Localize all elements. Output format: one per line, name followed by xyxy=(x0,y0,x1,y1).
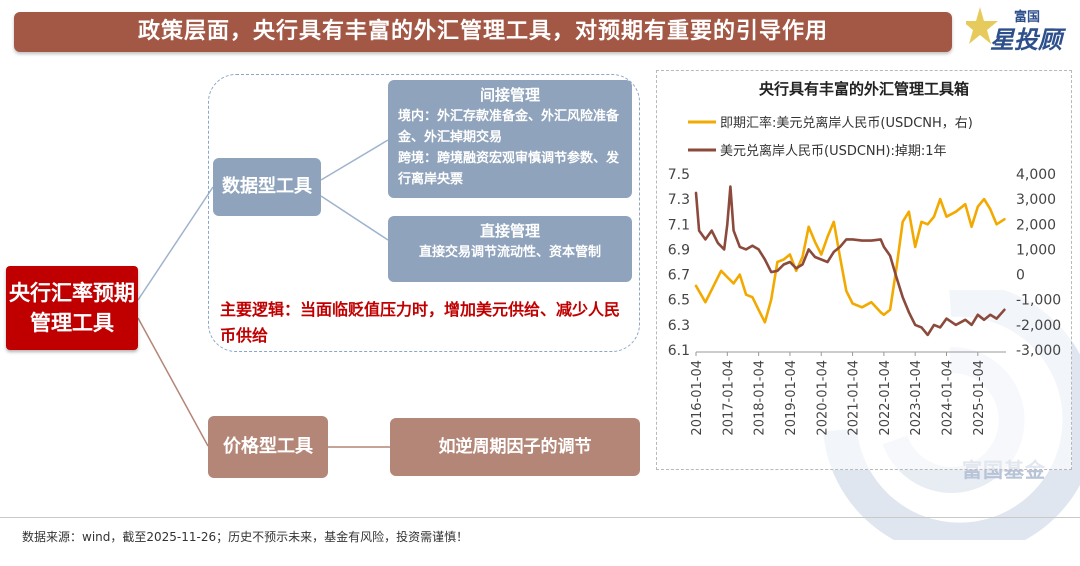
chart-frame xyxy=(656,70,1072,470)
data-tools-node: 数据型工具 xyxy=(213,158,321,216)
x-tick-label: 2021-01-04 xyxy=(847,360,862,436)
left-tick-label: 6.3 xyxy=(668,318,690,334)
x-tick-label: 2016-01-04 xyxy=(690,360,705,436)
right-tick-label: 1,000 xyxy=(1016,242,1056,258)
brand-star-icon xyxy=(966,7,998,44)
x-tick-label: 2022-01-04 xyxy=(878,360,893,436)
main-logic-text: 主要逻辑：当面临贬值压力时，增加美元供给、减少人民币供给 xyxy=(220,300,621,345)
footer-divider xyxy=(0,517,1080,518)
root-node: 央行汇率预期管理工具 xyxy=(6,266,138,350)
right-tick-label: 2,000 xyxy=(1016,217,1056,233)
footer-source: 数据来源：wind，截至2025-11-26；历史不预示未来，基金有风险，投资需… xyxy=(22,530,469,544)
x-tick-label: 2025-01-04 xyxy=(972,360,987,436)
left-tick-label: 7.1 xyxy=(668,217,690,233)
direct-line: 直接交易调节流动性、资本管制 xyxy=(418,245,601,260)
page-title: 政策层面，央行具有丰富的外汇管理工具，对预期有重要的引导作用 xyxy=(137,19,828,44)
left-tick-label: 7.5 xyxy=(668,167,690,183)
x-tick-label: 2020-01-04 xyxy=(815,360,830,436)
x-tick-label: 2017-01-04 xyxy=(721,360,736,436)
left-tick-label: 6.5 xyxy=(668,293,690,309)
indirect-line-cross-border: 跨境：跨境融资宏观审慎调节参数、发行离岸央票 xyxy=(398,151,620,187)
x-tick-label: 2018-01-04 xyxy=(753,360,768,436)
left-tick-label: 6.7 xyxy=(668,268,690,284)
right-tick-label: -3,000 xyxy=(1016,343,1061,359)
indirect-title: 间接管理 xyxy=(479,86,540,104)
left-tick-label: 6.9 xyxy=(668,242,690,258)
indirect-line-domestic: 境内：外汇存款准备金、外汇风险准备金、外汇掉期交易 xyxy=(398,109,620,145)
legend-label-2: 美元兑离岸人民币(USDCNH):掉期:1年 xyxy=(720,143,947,159)
direct-title: 直接管理 xyxy=(479,222,540,240)
left-tick-label: 6.1 xyxy=(668,343,690,359)
series-line-2 xyxy=(694,185,1006,337)
data-tools-group xyxy=(208,74,640,352)
brand-top-text: 富国 xyxy=(1014,10,1041,25)
chart-title: 央行具有丰富的外汇管理工具箱 xyxy=(759,80,969,98)
legend-label-1: 即期汇率:美元兑离岸人民币(USDCNH，右) xyxy=(720,115,973,131)
right-tick-label: 3,000 xyxy=(1016,192,1056,208)
price-tools-node: 价格型工具 xyxy=(208,416,328,478)
series-line-1 xyxy=(694,197,1006,324)
title-banner: 政策层面，央行具有丰富的外汇管理工具，对预期有重要的引导作用 xyxy=(14,12,952,52)
indirect-management-node: 间接管理 境内：外汇存款准备金、外汇风险准备金、外汇掉期交易 跨境：跨境融资宏观… xyxy=(388,80,632,198)
direct-management-node: 直接管理 直接交易调节流动性、资本管制 xyxy=(388,216,632,282)
x-tick-label: 2019-01-04 xyxy=(784,360,799,436)
right-tick-label: -2,000 xyxy=(1016,318,1061,334)
countercyclical-node: 如逆周期因子的调节 xyxy=(390,418,640,476)
right-tick-label: 0 xyxy=(1016,268,1025,284)
x-tick-label: 2023-01-04 xyxy=(909,360,924,436)
x-tick-label: 2024-01-04 xyxy=(941,360,956,436)
brand-logo-text: 星投顾 xyxy=(990,26,1062,54)
right-tick-label: -1,000 xyxy=(1016,293,1061,309)
left-tick-label: 7.3 xyxy=(668,192,690,208)
right-tick-label: 4,000 xyxy=(1016,167,1056,183)
